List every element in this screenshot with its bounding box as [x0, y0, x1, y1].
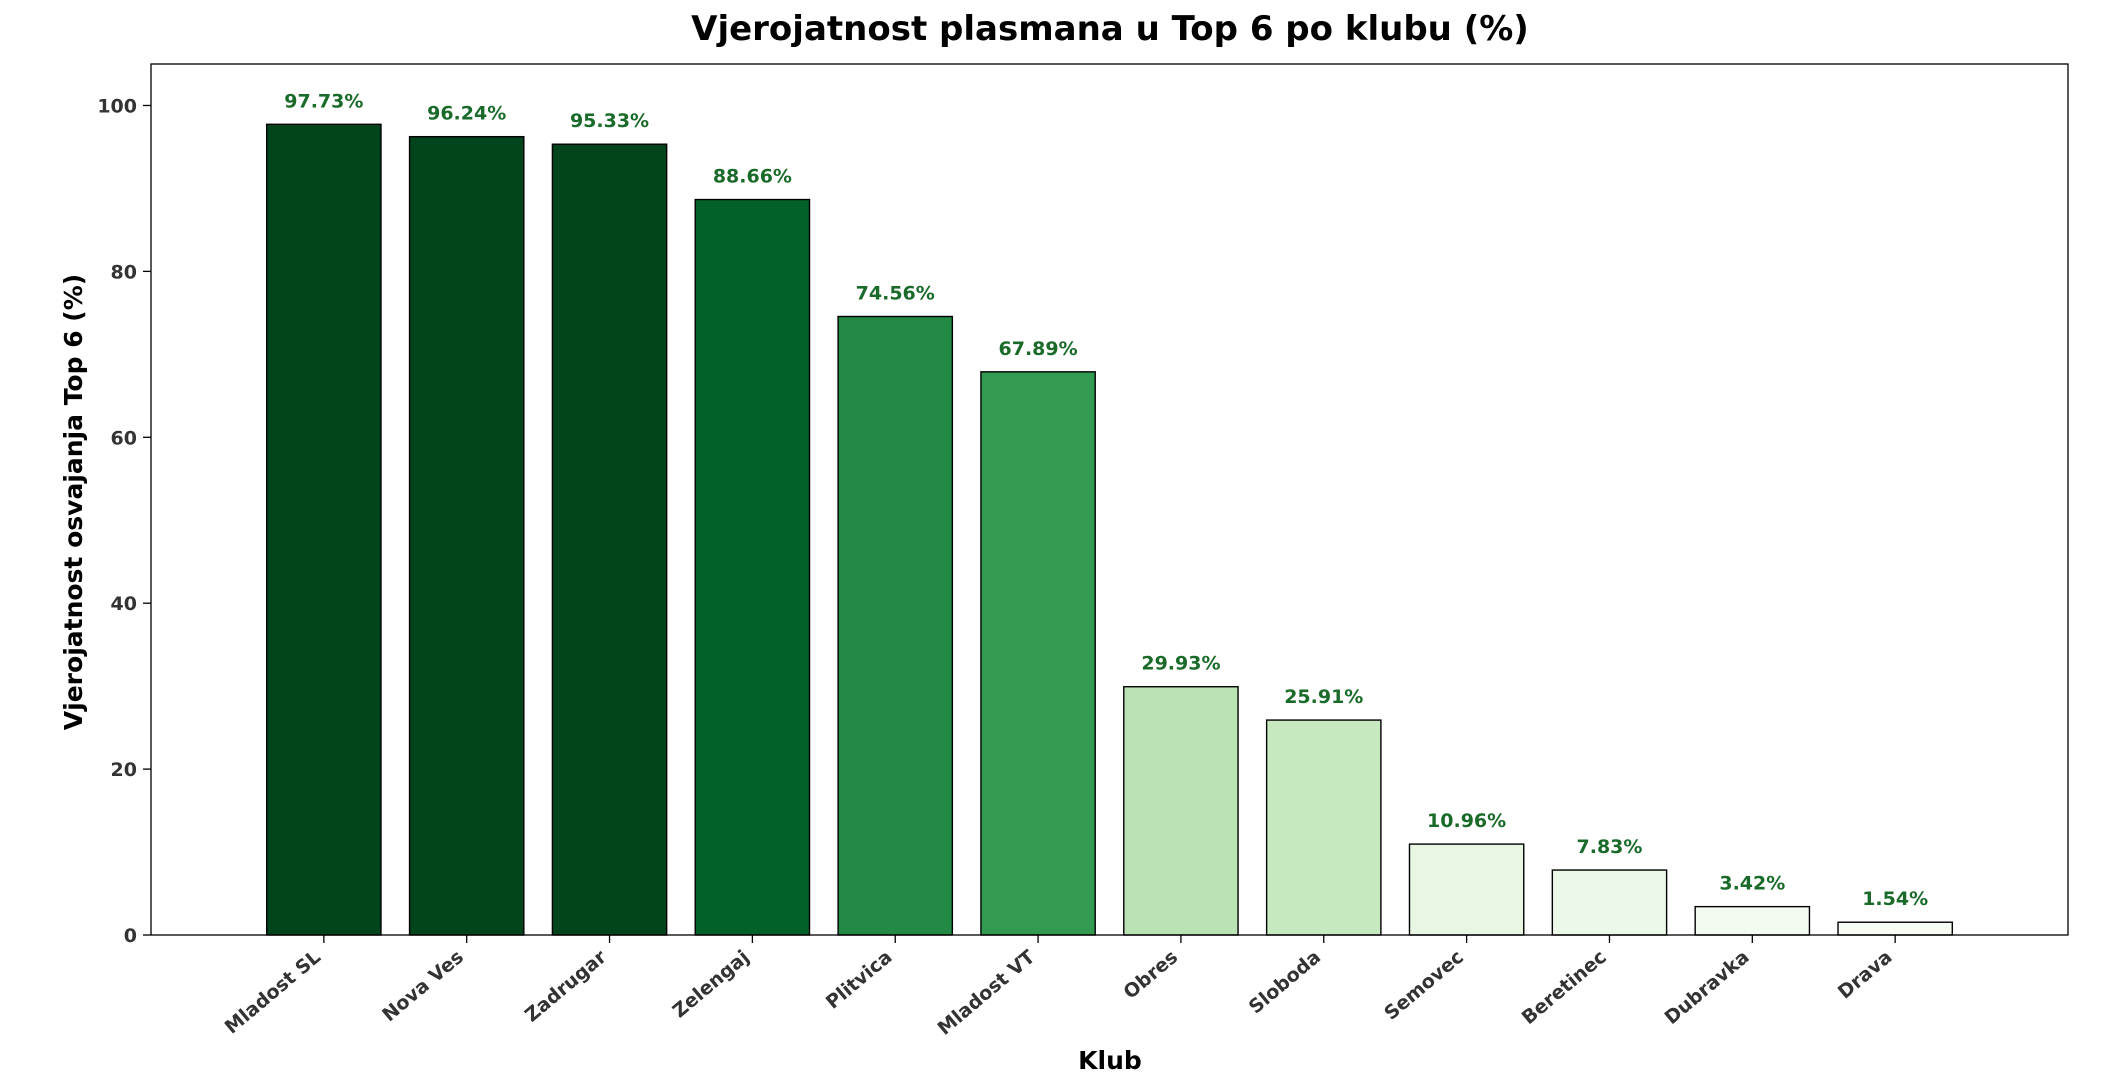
y-tick-label: 80 — [111, 261, 137, 283]
y-axis-ticks: 0 20 40 60 80 100 — [97, 95, 151, 947]
x-tick-label: Dubravka — [1661, 946, 1754, 1029]
x-axis-ticks: Mladost SL Nova Ves Zadrugar Zelengaj Plitvi… — [221, 935, 1897, 1040]
data-label: 25.91% — [1284, 686, 1363, 708]
data-label: 74.56% — [856, 283, 935, 305]
data-label: 1.54% — [1862, 888, 1928, 910]
y-tick-label: 40 — [111, 593, 137, 615]
data-label: 67.89% — [999, 338, 1078, 360]
x-tick-label: Nova Ves — [378, 946, 468, 1026]
bar — [1265, 719, 1382, 936]
bar — [1123, 686, 1239, 936]
x-tick-label: Obres — [1119, 946, 1182, 1004]
x-tick-label: Beretinec — [1518, 946, 1611, 1029]
y-axis-label: Vjerojatnost osvajanja Top 6 (%) — [59, 274, 88, 730]
data-label: 7.83% — [1577, 836, 1643, 858]
data-label: 95.33% — [570, 110, 649, 132]
chart-title: Vjerojatnost plasmana u Top 6 po klubu (… — [691, 9, 1529, 49]
data-label: 10.96% — [1427, 810, 1506, 832]
y-tick-label: 60 — [111, 427, 137, 449]
y-tick-label: 100 — [97, 95, 137, 117]
x-tick-label: Semovec — [1380, 946, 1468, 1025]
x-tick-label: Sloboda — [1245, 946, 1325, 1018]
data-label: 96.24% — [427, 103, 506, 125]
y-tick-label: 0 — [124, 925, 137, 947]
data-label: 97.73% — [284, 90, 363, 112]
bar — [1694, 905, 1811, 936]
bars-group — [266, 123, 1953, 936]
x-axis-label: Klub — [1078, 1046, 1142, 1075]
y-tick-label: 20 — [111, 759, 137, 781]
plot-area-frame — [150, 63, 2069, 936]
x-tick-label: Zadrugar — [521, 946, 611, 1027]
data-label: 29.93% — [1141, 653, 1220, 675]
bar — [1408, 843, 1525, 936]
x-tick-label: Mladost SL — [221, 946, 325, 1039]
data-label: 88.66% — [713, 166, 792, 188]
data-label: 3.42% — [1719, 873, 1785, 895]
bar — [266, 123, 382, 936]
bar — [980, 371, 1096, 936]
bar — [694, 198, 811, 936]
x-tick-label: Drava — [1834, 946, 1897, 1003]
x-tick-label: Zelengaj — [669, 946, 754, 1022]
bar — [408, 135, 525, 936]
x-tick-label: Plitvica — [822, 946, 897, 1014]
data-labels-group: 97.73% 96.24% 95.33% 88.66% 74.56% 67.89% 29.9… — [284, 90, 1928, 910]
bar — [1837, 921, 1953, 936]
bar — [551, 143, 668, 936]
x-tick-label: Mladost VT — [934, 946, 1040, 1040]
bar — [1551, 869, 1668, 936]
bar — [837, 315, 954, 936]
